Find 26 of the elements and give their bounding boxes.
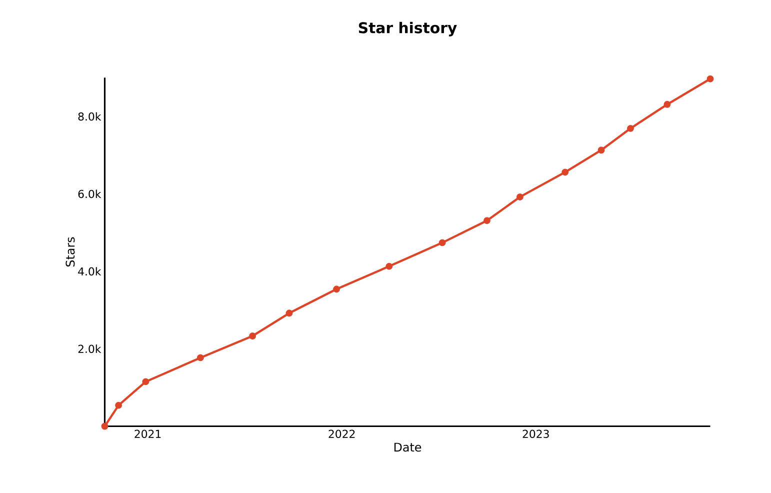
point [483,217,490,224]
y-tick-label: 6.0k [78,190,102,198]
point [664,100,671,108]
point [196,354,204,362]
point [249,332,256,340]
point [627,124,634,132]
point [706,75,714,82]
y-tick-label: 4.0k [78,267,102,276]
point [286,310,293,317]
x-axis-title: Date [394,442,422,452]
x-tick-label: 2022 [328,430,355,438]
y-tick-label: 2.0k [78,344,102,354]
point [386,262,393,270]
point [562,168,569,176]
point [516,194,524,200]
point [115,402,122,409]
x-tick-label: 2023 [522,430,549,438]
point [438,239,446,246]
point [101,422,108,430]
point [333,286,340,293]
y-axis-title: Stars [66,237,75,267]
point [598,146,605,154]
x-tick-label: 2021 [134,430,161,438]
point [142,378,150,386]
y-tick-label: 8.0k [78,112,102,121]
chart-title: Star history [358,22,457,36]
